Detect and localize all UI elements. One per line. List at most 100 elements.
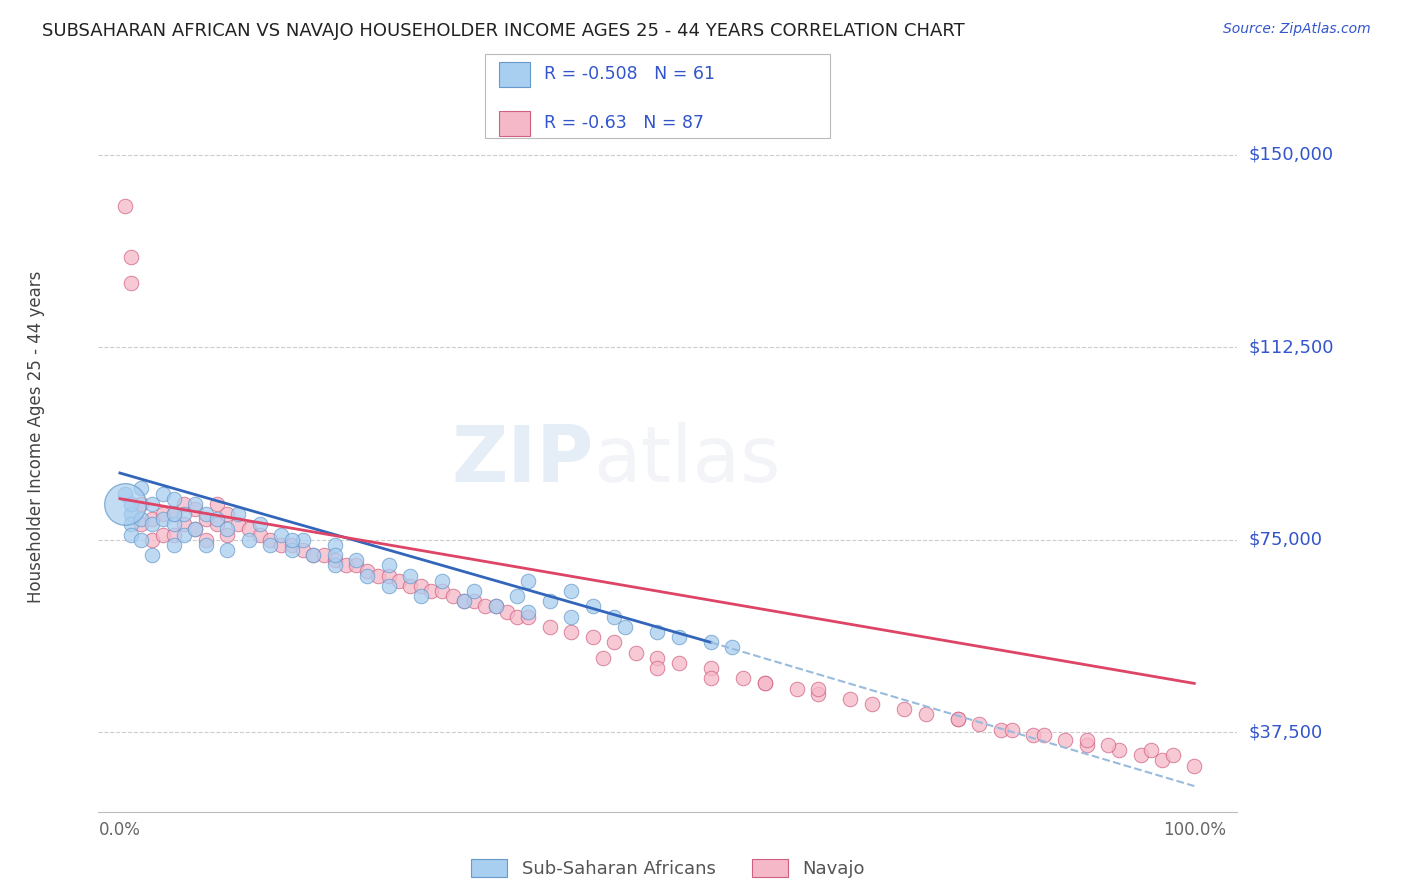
Point [538, 594, 561, 608]
Point [270, 538, 292, 552]
Point [1054, 732, 1077, 747]
Point [582, 630, 605, 644]
Point [603, 609, 626, 624]
Point [205, 512, 228, 526]
Point [152, 512, 174, 526]
Point [312, 548, 335, 562]
Point [141, 512, 163, 526]
Point [807, 681, 830, 696]
Point [560, 584, 582, 599]
Point [162, 538, 184, 552]
Point [485, 599, 508, 614]
Point [1161, 748, 1184, 763]
Point [560, 609, 582, 624]
Point [721, 640, 744, 655]
Point [249, 517, 271, 532]
Point [205, 497, 228, 511]
Point [1076, 738, 1098, 752]
Point [194, 512, 217, 526]
Point [131, 497, 153, 511]
Point [120, 527, 142, 541]
Point [173, 517, 195, 532]
Point [184, 523, 207, 537]
Point [860, 697, 883, 711]
Point [291, 543, 314, 558]
Point [238, 533, 260, 547]
Point [1076, 732, 1098, 747]
Point [131, 517, 153, 532]
Point [506, 589, 529, 603]
Point [162, 527, 184, 541]
Point [238, 523, 260, 537]
Point [162, 507, 184, 521]
Point [152, 507, 174, 521]
Point [141, 497, 163, 511]
Point [141, 517, 163, 532]
Point [517, 605, 540, 619]
Point [323, 553, 346, 567]
Point [114, 199, 136, 213]
Point [162, 507, 184, 521]
Point [517, 574, 540, 588]
Point [162, 517, 184, 532]
Point [291, 533, 314, 547]
Point [893, 702, 915, 716]
Point [399, 568, 422, 582]
Text: ZIP: ZIP [451, 422, 593, 498]
Point [485, 599, 508, 614]
Point [356, 564, 378, 578]
Legend: Sub-Saharan Africans, Navajo: Sub-Saharan Africans, Navajo [464, 851, 872, 885]
Point [162, 491, 184, 506]
Point [281, 533, 304, 547]
Point [807, 687, 830, 701]
Point [356, 568, 378, 582]
Point [131, 482, 153, 496]
Point [1152, 753, 1174, 767]
Point [377, 579, 399, 593]
Point [226, 517, 249, 532]
Point [990, 723, 1012, 737]
Point [270, 527, 292, 541]
Point [592, 650, 614, 665]
Point [302, 548, 325, 562]
Point [432, 584, 454, 599]
Point [495, 605, 517, 619]
Point [645, 661, 668, 675]
Point [624, 646, 647, 660]
Point [120, 517, 142, 532]
Point [194, 538, 217, 552]
Point [323, 558, 346, 573]
Point [582, 599, 605, 614]
Point [463, 584, 485, 599]
Point [613, 620, 636, 634]
Point [441, 589, 464, 603]
Point [217, 507, 239, 521]
Point [786, 681, 808, 696]
Point [114, 486, 136, 500]
Text: $37,500: $37,500 [1249, 723, 1323, 741]
Point [302, 548, 325, 562]
Point [194, 533, 217, 547]
Point [914, 707, 936, 722]
Point [131, 512, 153, 526]
Point [281, 543, 304, 558]
Point [259, 538, 281, 552]
Text: $112,500: $112,500 [1249, 338, 1334, 356]
Point [120, 251, 142, 265]
Point [184, 523, 207, 537]
Point [474, 599, 496, 614]
Text: atlas: atlas [593, 422, 782, 498]
Point [700, 671, 723, 685]
Point [754, 676, 776, 690]
Point [1097, 738, 1119, 752]
Text: Source: ZipAtlas.com: Source: ZipAtlas.com [1223, 22, 1371, 37]
Point [560, 625, 582, 640]
Point [281, 538, 304, 552]
Point [184, 497, 207, 511]
Point [1032, 728, 1054, 742]
Point [839, 691, 862, 706]
Point [1108, 743, 1130, 757]
Text: R = -0.63   N = 87: R = -0.63 N = 87 [544, 114, 704, 132]
Point [1140, 743, 1163, 757]
Point [344, 553, 367, 567]
